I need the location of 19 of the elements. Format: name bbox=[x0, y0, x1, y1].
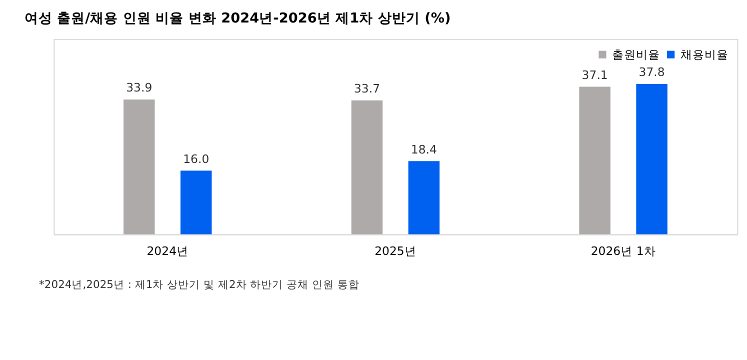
bar bbox=[351, 100, 383, 234]
bar bbox=[408, 161, 440, 234]
data-label: 37.1 bbox=[582, 68, 608, 82]
text: *2024년,2025년 : 제1차 상반기 및 제2차 하반기 공채 인원 통합 bbox=[39, 278, 360, 291]
bar bbox=[579, 86, 610, 234]
data-label: 33.9 bbox=[126, 80, 152, 95]
x-tick-label: 2025년 bbox=[374, 244, 416, 258]
data-label: 33.7 bbox=[354, 82, 380, 96]
legend-label: 출원비율 bbox=[612, 47, 660, 62]
data-label: 16.0 bbox=[183, 152, 210, 166]
x-tick-label: 2024년 bbox=[146, 244, 189, 258]
data-label: 37.8 bbox=[638, 65, 665, 80]
bar bbox=[636, 84, 668, 234]
data-label: 18.4 bbox=[410, 142, 437, 156]
bar bbox=[124, 100, 155, 234]
bar bbox=[180, 170, 212, 234]
chart-title: 여성 출원/채용 인원 비율 변화 2024년-2026년 제1차 상반기 (%) bbox=[24, 10, 451, 26]
legend-label: 채용비율 bbox=[680, 47, 729, 62]
x-tick-label: 2026년 1차 bbox=[590, 244, 656, 258]
